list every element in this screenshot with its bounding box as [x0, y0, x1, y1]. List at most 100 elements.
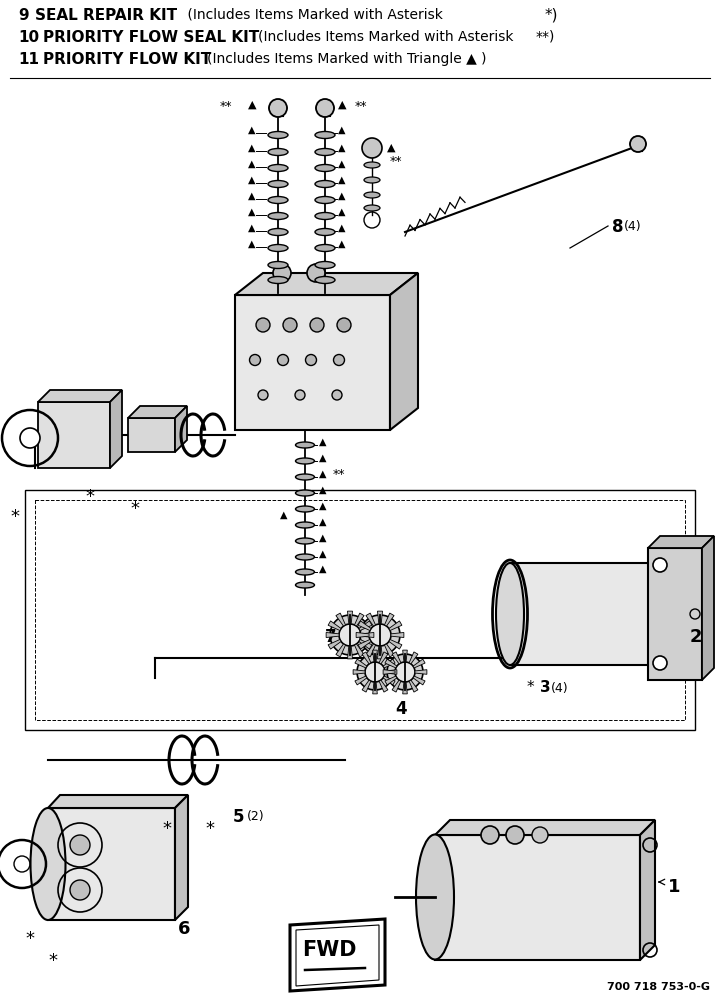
Text: FWD: FWD	[302, 940, 356, 960]
Text: ▲: ▲	[338, 175, 346, 185]
Text: 9: 9	[18, 8, 29, 23]
Text: **: **	[333, 468, 346, 481]
Polygon shape	[409, 652, 418, 664]
Text: ▲: ▲	[338, 100, 346, 110]
Ellipse shape	[268, 164, 288, 172]
Polygon shape	[361, 632, 374, 638]
Polygon shape	[402, 682, 408, 694]
Polygon shape	[413, 659, 425, 668]
Circle shape	[310, 318, 324, 332]
Text: 1: 1	[668, 878, 680, 896]
Circle shape	[357, 654, 393, 690]
Circle shape	[630, 136, 646, 152]
Text: 700 718 753-0-G: 700 718 753-0-G	[607, 982, 710, 992]
Circle shape	[332, 390, 342, 400]
Polygon shape	[290, 919, 385, 991]
Polygon shape	[385, 676, 397, 685]
Polygon shape	[384, 613, 394, 626]
Text: (4): (4)	[551, 682, 569, 695]
Text: ▲: ▲	[319, 533, 326, 543]
Text: **: **	[355, 100, 367, 113]
Circle shape	[283, 318, 297, 332]
Polygon shape	[175, 795, 188, 920]
Polygon shape	[640, 820, 655, 960]
Ellipse shape	[364, 177, 380, 183]
Polygon shape	[377, 611, 382, 624]
Polygon shape	[356, 632, 369, 638]
Text: (2): (2)	[247, 810, 265, 823]
Polygon shape	[38, 390, 122, 402]
Polygon shape	[377, 646, 382, 659]
Text: ▲: ▲	[248, 207, 256, 217]
Text: PRIORITY FLOW SEAL KIT: PRIORITY FLOW SEAL KIT	[43, 30, 259, 45]
Polygon shape	[354, 613, 364, 626]
Text: *: *	[130, 500, 139, 518]
Polygon shape	[353, 670, 365, 674]
Text: ▲: ▲	[319, 437, 326, 447]
Text: 8: 8	[612, 218, 624, 236]
Ellipse shape	[268, 213, 288, 220]
Polygon shape	[648, 536, 714, 548]
Text: 6: 6	[178, 920, 191, 938]
Ellipse shape	[364, 192, 380, 198]
Ellipse shape	[364, 162, 380, 168]
Ellipse shape	[315, 276, 335, 284]
Text: ▲: ▲	[248, 239, 256, 249]
Text: ▲: ▲	[248, 223, 256, 233]
Text: 7: 7	[325, 628, 337, 646]
Polygon shape	[336, 613, 346, 626]
Polygon shape	[373, 650, 377, 662]
Circle shape	[653, 656, 667, 670]
Circle shape	[339, 624, 361, 646]
Polygon shape	[48, 808, 175, 920]
Text: 3: 3	[540, 680, 551, 695]
Text: 5: 5	[233, 808, 245, 826]
Circle shape	[330, 615, 370, 655]
Circle shape	[506, 826, 524, 844]
Ellipse shape	[364, 205, 380, 211]
Ellipse shape	[295, 569, 315, 575]
Text: ▲: ▲	[319, 501, 326, 511]
Polygon shape	[362, 652, 371, 664]
Ellipse shape	[416, 834, 454, 960]
Circle shape	[305, 355, 317, 365]
Circle shape	[273, 264, 291, 282]
Text: ▲: ▲	[338, 191, 346, 201]
Circle shape	[387, 654, 423, 690]
Polygon shape	[379, 680, 388, 692]
Polygon shape	[354, 644, 364, 657]
Text: *): *)	[545, 8, 559, 23]
Ellipse shape	[656, 563, 684, 665]
Circle shape	[70, 835, 90, 855]
Text: 4: 4	[395, 700, 407, 718]
Ellipse shape	[268, 244, 288, 251]
Text: **: **	[220, 100, 233, 113]
Ellipse shape	[315, 244, 335, 251]
Text: *: *	[25, 930, 34, 948]
Polygon shape	[392, 680, 401, 692]
Bar	[235, 295, 390, 430]
Text: ▲: ▲	[338, 239, 346, 249]
Circle shape	[20, 428, 40, 448]
Text: ▲: ▲	[338, 207, 346, 217]
Ellipse shape	[268, 131, 288, 138]
Circle shape	[337, 318, 351, 332]
Polygon shape	[385, 670, 397, 674]
Text: *: *	[162, 820, 171, 838]
Text: **): **)	[536, 30, 555, 44]
Ellipse shape	[315, 229, 335, 235]
Polygon shape	[413, 676, 425, 685]
Polygon shape	[366, 644, 376, 657]
Text: ▲: ▲	[338, 143, 346, 153]
Ellipse shape	[295, 442, 315, 448]
Polygon shape	[110, 390, 122, 468]
Text: ▲: ▲	[248, 143, 256, 153]
Text: ▲: ▲	[248, 159, 256, 169]
Polygon shape	[328, 621, 341, 631]
Circle shape	[365, 662, 385, 682]
Polygon shape	[355, 659, 367, 668]
Polygon shape	[415, 670, 427, 674]
Polygon shape	[336, 644, 346, 657]
Circle shape	[360, 615, 400, 655]
Polygon shape	[175, 406, 187, 452]
